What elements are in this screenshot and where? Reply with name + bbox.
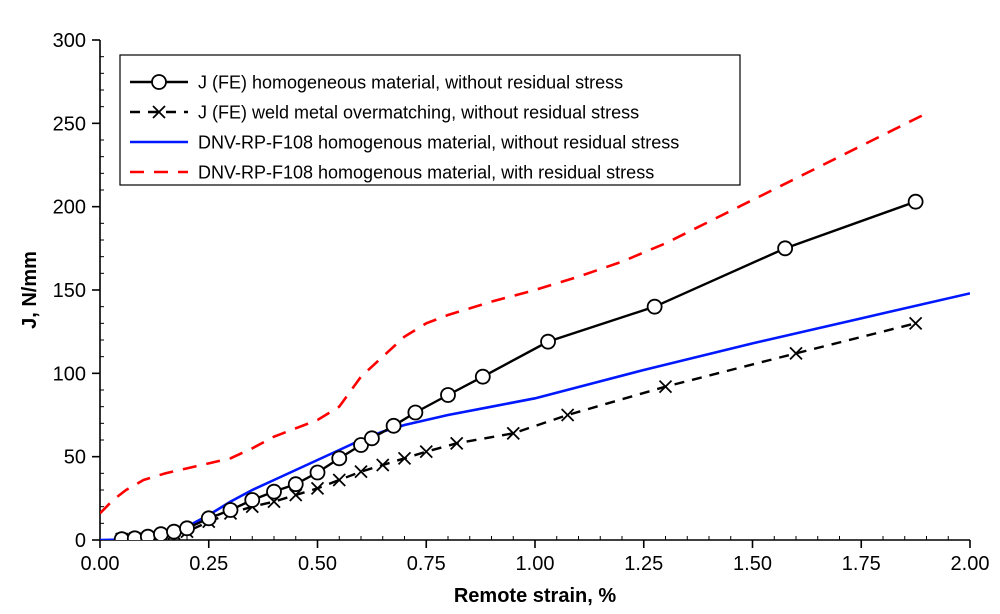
marker-circle (408, 406, 422, 420)
marker-circle (476, 370, 490, 384)
x-tick-label: 1.75 (842, 553, 881, 575)
legend-label: J (FE) weld metal overmatching, without … (198, 102, 639, 122)
legend-label: DNV-RP-F108 homogenous material, without… (198, 132, 679, 152)
marker-circle (387, 419, 401, 433)
x-tick-label: 1.50 (733, 553, 772, 575)
y-tick-label: 300 (53, 30, 86, 52)
line-chart: 0.00 0.25 0.50 0.75 1.00 1.25 1.50 1.75 2.00 0 50 1… (0, 0, 1000, 614)
marker-circle (224, 503, 238, 517)
y-tick-label: 100 (53, 363, 86, 385)
legend-label: DNV-RP-F108 homogenous material, with re… (198, 162, 654, 182)
marker-circle (778, 241, 792, 255)
x-tick-label: 1.25 (624, 553, 663, 575)
x-tick-label: 0.50 (298, 553, 337, 575)
marker-circle (541, 335, 555, 349)
marker-circle (245, 493, 259, 507)
legend: J (FE) homogeneous material, without res… (120, 55, 740, 185)
x-tick-label: 0.25 (189, 553, 228, 575)
chart-container: 0.00 0.25 0.50 0.75 1.00 1.25 1.50 1.75 2.00 0 50 1… (0, 0, 1000, 614)
marker-circle (289, 477, 303, 491)
x-axis-label: Remote strain, % (454, 585, 616, 607)
marker-circle (180, 521, 194, 535)
marker-circle (154, 527, 168, 541)
y-tick-label: 250 (53, 113, 86, 135)
x-tick-label: 2.00 (951, 553, 990, 575)
marker-circle (332, 451, 346, 465)
marker-circle (365, 431, 379, 445)
y-tick-label: 0 (75, 530, 86, 552)
x-tick-label: 0.75 (407, 553, 446, 575)
y-tick-label: 150 (53, 280, 86, 302)
y-axis-label: J, N/mm (19, 251, 41, 329)
marker-circle (202, 511, 216, 525)
marker-circle (167, 525, 181, 539)
y-tick-label: 200 (53, 197, 86, 219)
marker-circle (441, 388, 455, 402)
x-tick-label: 1.00 (516, 553, 555, 575)
marker-circle (648, 300, 662, 314)
marker-circle (909, 195, 923, 209)
legend-label: J (FE) homogeneous material, without res… (198, 72, 623, 92)
x-tick-label: 0.00 (81, 553, 120, 575)
y-tick-label: 50 (64, 447, 86, 469)
marker-circle (267, 485, 281, 499)
marker-circle (311, 466, 325, 480)
